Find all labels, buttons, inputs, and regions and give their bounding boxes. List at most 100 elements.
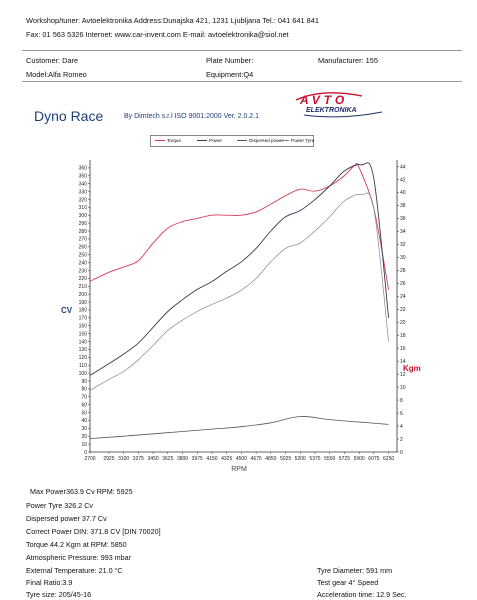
- x-tick-label: 3625: [162, 456, 173, 462]
- y-left-tick-label: 220: [79, 276, 88, 282]
- y-right-tick-label: 32: [400, 242, 406, 248]
- y-left-tick-label: 170: [79, 316, 88, 322]
- x-tick-label: 4850: [265, 456, 276, 462]
- y-left-tick-label: 240: [79, 260, 88, 266]
- x-tick-label: 4150: [206, 456, 217, 462]
- x-tick-label: 5025: [280, 456, 291, 462]
- y-left-tick-label: 160: [79, 324, 88, 330]
- y-left-tick-label: 110: [79, 363, 87, 369]
- chart-ticks: 0102030405060708090100110120130140150160…: [79, 164, 406, 462]
- y-left-tick-label: 130: [79, 347, 88, 353]
- chart-legend: Torque Power Dispersed power Power Tyre: [150, 135, 314, 147]
- x-tick-label: 3275: [133, 456, 144, 462]
- y-left-tick-label: 0: [84, 450, 87, 456]
- y-right-tick-label: 6: [400, 411, 403, 417]
- y-right-tick-label: 12: [400, 372, 406, 378]
- x-tick-label: 3450: [148, 456, 159, 462]
- y-left-tick-label: 140: [79, 339, 88, 345]
- logo-text-top: AVTO: [299, 93, 348, 107]
- x-tick-label: 6250: [383, 456, 394, 462]
- y-right-tick-label: 14: [400, 359, 406, 365]
- y-left-tick-label: 270: [79, 237, 88, 243]
- y-left-tick-label: 290: [79, 221, 88, 227]
- y-left-tick-label: 200: [79, 292, 88, 298]
- model-field: Model:Alfa Romeo: [26, 70, 87, 79]
- x-tick-label: 5375: [309, 456, 320, 462]
- x-tick-label: 5200: [295, 456, 306, 462]
- y-left-tick-label: 20: [81, 434, 87, 440]
- y-axis-left-label: CV: [61, 306, 73, 315]
- plate-field: Plate Number:: [206, 56, 254, 65]
- x-tick-label: 3975: [192, 456, 203, 462]
- y-left-tick-label: 300: [79, 213, 88, 219]
- software-title: Dyno Race: [34, 108, 104, 124]
- info-divider: [22, 81, 462, 82]
- y-left-tick-label: 180: [79, 308, 88, 314]
- stat-correct-power: Correct Power DIN: 371.8 CV [DIN 70020]: [26, 527, 161, 536]
- chart-grid: [89, 160, 398, 453]
- contact-line: Fax: 01 563 5326 Internet: www.car-inven…: [26, 30, 289, 39]
- y-left-tick-label: 350: [79, 174, 88, 180]
- x-tick-label: 5550: [324, 456, 335, 462]
- x-axis-label: RPM: [231, 466, 247, 473]
- y-left-tick-label: 40: [81, 418, 87, 424]
- y-right-tick-label: 24: [400, 294, 406, 300]
- y-left-tick-label: 30: [81, 426, 87, 432]
- y-left-tick-label: 190: [79, 300, 88, 306]
- y-right-tick-label: 0: [400, 450, 403, 456]
- x-tick-label: 3100: [118, 456, 129, 462]
- logo-swoosh: [295, 92, 363, 101]
- stat-tyre-diameter: Tyre Diameter: 591 mm: [317, 566, 393, 575]
- stat-power-tyre: Power Tyre 326.2 Cv: [26, 501, 93, 510]
- chart-lines: [89, 162, 390, 439]
- x-tick-label: 2700: [84, 456, 95, 462]
- stat-acceleration: Acceleration time: 12.9 Sec.: [317, 590, 407, 599]
- y-left-tick-label: 360: [79, 166, 88, 172]
- legend-torque: Torque: [155, 138, 181, 143]
- stat-torque: Torque 44.2 Kgm at RPM: 5850: [26, 540, 127, 549]
- y-right-tick-label: 30: [400, 255, 406, 261]
- y-left-tick-label: 10: [81, 442, 87, 448]
- y-left-tick-label: 100: [79, 371, 88, 377]
- y-left-tick-label: 210: [79, 284, 88, 290]
- x-tick-label: 2925: [103, 456, 114, 462]
- logo-underline: [303, 111, 383, 118]
- y-right-tick-label: 28: [400, 268, 406, 274]
- y-left-tick-label: 70: [81, 395, 87, 401]
- y-right-tick-label: 42: [400, 177, 406, 183]
- stat-dispersed: Dispersed power 37.7 Cv: [26, 514, 107, 523]
- stat-ext-temp: External Temperature: 21.0 °C: [26, 566, 123, 575]
- y-left-tick-label: 260: [79, 245, 88, 251]
- x-tick-label: 6075: [368, 456, 379, 462]
- stat-atmospheric: Atmospheric Pressure: 993 mbar: [26, 553, 132, 562]
- x-tick-label: 4325: [221, 456, 232, 462]
- x-tick-label: 4500: [236, 456, 247, 462]
- stat-test-gear: Test gear 4° Speed: [317, 578, 379, 587]
- y-right-tick-label: 26: [400, 281, 406, 287]
- manufacturer-field: Manufacturer: 155: [318, 56, 378, 65]
- y-right-tick-label: 10: [400, 385, 406, 391]
- y-left-tick-label: 60: [81, 402, 87, 408]
- y-left-tick-label: 280: [79, 229, 88, 235]
- y-right-tick-label: 38: [400, 203, 406, 209]
- x-tick-label: 3800: [177, 456, 188, 462]
- y-right-tick-label: 20: [400, 320, 406, 326]
- y-right-tick-label: 4: [400, 424, 403, 430]
- y-left-tick-label: 50: [81, 410, 87, 416]
- y-left-tick-label: 230: [79, 268, 88, 274]
- power-line: [89, 162, 390, 376]
- legend-tyre: Power Tyre: [279, 138, 314, 143]
- y-right-tick-label: 34: [400, 229, 406, 235]
- y-left-tick-label: 330: [79, 189, 88, 195]
- y-right-tick-label: 16: [400, 346, 406, 352]
- y-right-tick-label: 8: [400, 398, 403, 404]
- x-tick-label: 5900: [354, 456, 365, 462]
- y-right-tick-label: 36: [400, 216, 406, 222]
- software-subtitle: By Dimtech s.r.l ISO 9001:2000 Ver. 2.0.…: [124, 113, 260, 120]
- company-logo: AVTO ELEKTRONIKA: [295, 92, 383, 118]
- y-left-tick-label: 340: [79, 181, 88, 187]
- stat-max-power: Max Power363.9 Cv RPM: 5925: [30, 487, 133, 496]
- dispersed-power-line: [89, 416, 389, 439]
- logo-text-bottom: ELEKTRONIKA: [306, 107, 357, 114]
